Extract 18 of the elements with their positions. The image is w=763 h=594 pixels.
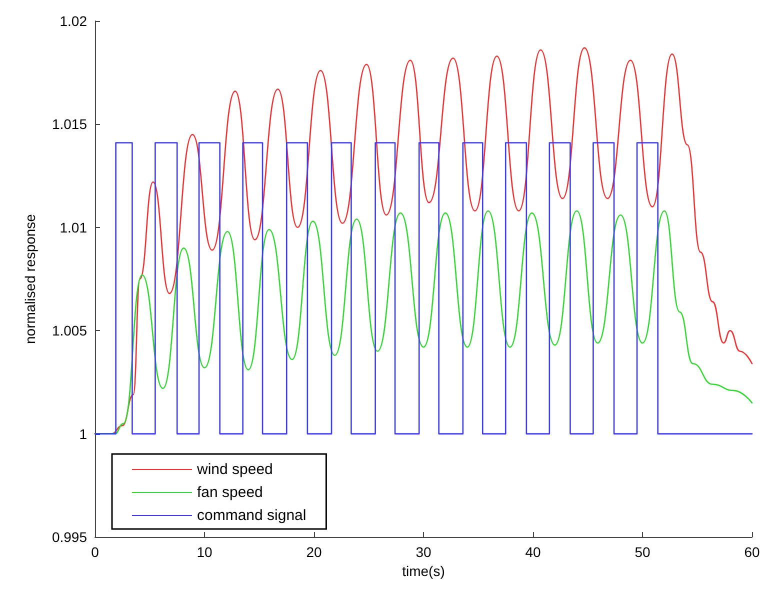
legend-label: fan speed [197, 484, 263, 501]
x-tick-label: 0 [91, 544, 100, 560]
y-tick-label: 0.995 [52, 529, 88, 545]
y-axis-title: normalised response [22, 214, 38, 344]
y-tick-label: 1.005 [52, 322, 88, 339]
x-tick-label: 20 [306, 544, 322, 560]
x-tick-label: 30 [416, 544, 432, 560]
x-tick-label: 40 [525, 544, 541, 560]
legend-label: wind speed [196, 461, 273, 478]
x-tick-label: 50 [634, 544, 650, 560]
y-tick-label: 1.01 [60, 219, 88, 236]
x-axis-title: time(s) [402, 562, 445, 579]
y-tick-label: 1.015 [52, 116, 88, 132]
x-tick-label: 60 [744, 544, 760, 560]
y-tick-label: 1.02 [60, 13, 88, 29]
x-tick-label: 10 [196, 544, 212, 560]
legend-label: command signal [197, 507, 306, 524]
y-tick-label: 1 [79, 426, 88, 442]
